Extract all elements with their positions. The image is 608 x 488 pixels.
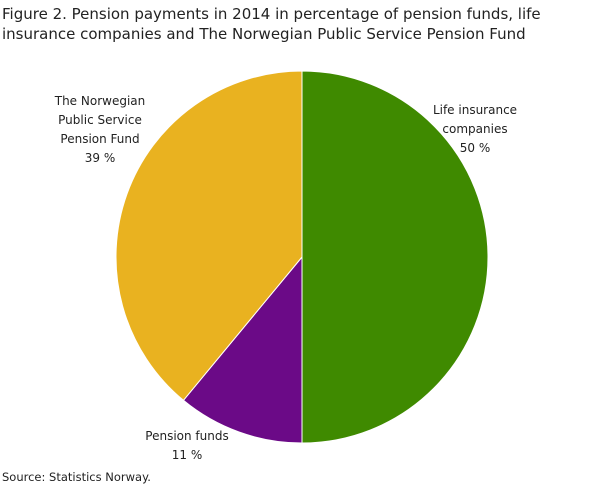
source-note: Source: Statistics Norway.	[2, 470, 151, 484]
category-label: Life insurance companies	[432, 103, 518, 136]
category-label: The Norwegian Public Service Pension Fun…	[54, 94, 146, 146]
value-label: 50 %	[459, 141, 491, 155]
slice-label: The Norwegian Public Service Pension Fun…	[48, 92, 152, 168]
pie-slice	[115, 70, 303, 402]
pie-slice	[182, 255, 303, 444]
slice-label: Pension funds 11 %	[127, 427, 247, 465]
chart-title: Figure 2. Pension payments in 2014 in pe…	[2, 5, 541, 43]
value-label: 11 %	[171, 448, 203, 462]
value-label: 39 %	[84, 151, 116, 165]
category-label: Pension funds	[145, 429, 229, 443]
slice-label: Life insurance companies 50 %	[420, 101, 530, 158]
pie-slice	[301, 70, 489, 444]
